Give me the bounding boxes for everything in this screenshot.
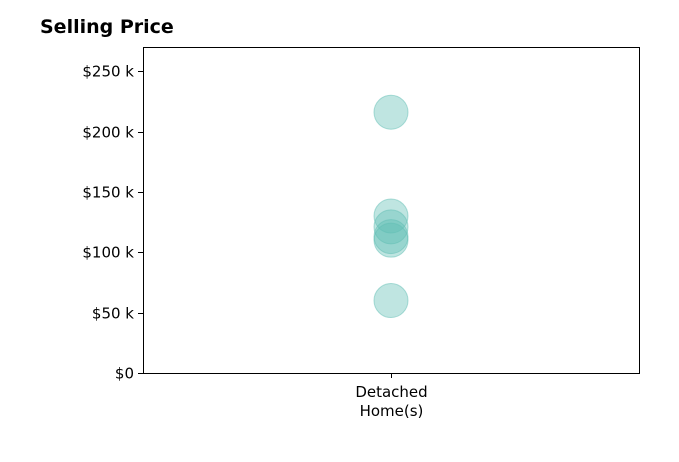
data-point <box>373 198 409 234</box>
y-axis: $0 $50 k $100 k $150 k $200 k $250 k <box>82 63 143 383</box>
y-tick-label: $0 <box>115 365 134 383</box>
data-point <box>373 283 409 319</box>
y-tick-label: $50 k <box>92 305 134 323</box>
chart-title: Selling Price <box>40 16 174 38</box>
data-point <box>373 222 409 258</box>
data-point <box>373 94 409 130</box>
data-point <box>373 209 409 245</box>
y-tick-label: $150 k <box>82 184 134 202</box>
points-layer <box>373 94 409 319</box>
x-tick-label: Detached Home(s) <box>355 383 427 420</box>
y-tick-label: $200 k <box>82 124 134 142</box>
y-tick-label: $250 k <box>82 63 134 81</box>
x-axis: Detached Home(s) <box>355 373 428 420</box>
y-tick-label: $100 k <box>82 244 134 262</box>
